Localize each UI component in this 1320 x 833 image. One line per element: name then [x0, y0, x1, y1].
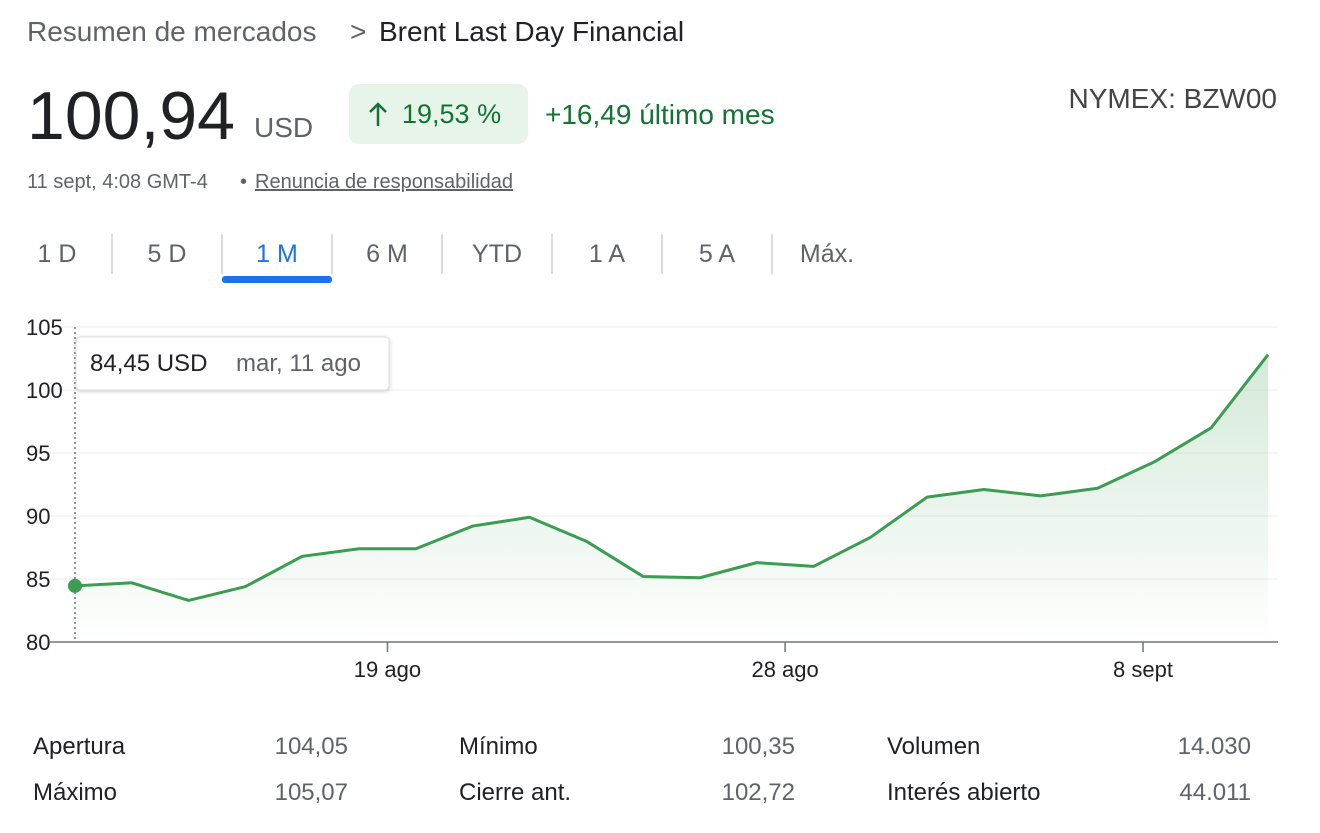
- range-tab[interactable]: 1 D: [38, 240, 77, 268]
- change-percent: 19,53 %: [402, 99, 501, 129]
- hover-point: [68, 578, 82, 593]
- y-tick-label: 80: [26, 630, 50, 655]
- timestamp: 11 sept, 4:08 GMT-4: [27, 171, 208, 193]
- y-tick-label: 105: [26, 315, 63, 340]
- range-tab[interactable]: 5 D: [148, 240, 187, 268]
- chart: 80 85 90 95 100 105 19 ago 28 ago 8 sept 84,45 US…: [26, 315, 1278, 682]
- breadcrumb[interactable]: Resumen de mercados: [27, 16, 316, 47]
- disclaimer-link[interactable]: Renuncia de responsabilidad: [255, 171, 513, 193]
- change-pill: [349, 84, 528, 144]
- stat-value: 102,72: [722, 779, 795, 806]
- y-tick-label: 95: [26, 441, 50, 466]
- breadcrumb-separator: >: [350, 16, 366, 47]
- area-fill: [75, 354, 1268, 642]
- y-tick-label: 100: [26, 378, 63, 403]
- y-tick-label: 85: [26, 567, 50, 592]
- range-tab[interactable]: Máx.: [800, 240, 854, 268]
- currency: USD: [254, 112, 313, 143]
- stat-label: Máximo: [33, 779, 117, 806]
- range-tab[interactable]: 1 M: [256, 240, 298, 268]
- stat-value: 105,07: [275, 779, 348, 806]
- range-tab[interactable]: 1 A: [589, 240, 625, 268]
- stat-value: 100,35: [722, 733, 795, 760]
- range-tab[interactable]: YTD: [472, 240, 522, 268]
- range-tab[interactable]: 6 M: [366, 240, 408, 268]
- tab-underline: [222, 276, 332, 283]
- price: 100,94: [27, 78, 235, 154]
- stat-label: Cierre ant.: [459, 779, 571, 806]
- stat-label: Volumen: [887, 733, 980, 760]
- page-title: Brent Last Day Financial: [379, 16, 684, 47]
- x-tick-label: 8 sept: [1113, 657, 1173, 682]
- range-tabs: 1 D 5 D 1 M 6 M YTD 1 A 5 A Máx.: [38, 234, 854, 283]
- up-arrow: [369, 102, 387, 126]
- y-tick-label: 90: [26, 504, 50, 529]
- stat-label: Interés abierto: [887, 779, 1040, 806]
- stat-label: Mínimo: [459, 733, 538, 760]
- stat-value: 14.030: [1178, 733, 1251, 760]
- range-tab[interactable]: 5 A: [699, 240, 735, 268]
- price-line: [74, 353, 1270, 602]
- month-change: +16,49 último mes: [545, 99, 775, 130]
- x-tick-label: 28 ago: [751, 657, 818, 682]
- stats-table: Apertura 104,05 Mínimo 100,35 Volumen 14.030 M…: [33, 733, 1251, 806]
- stat-value: 104,05: [275, 733, 348, 760]
- tooltip-value: 84,45 USD: [90, 350, 207, 377]
- x-tick-label: 19 ago: [354, 657, 421, 682]
- stat-label: Apertura: [33, 733, 126, 760]
- bullet: •: [240, 171, 247, 193]
- tooltip-date: mar, 11 ago: [236, 350, 361, 377]
- stat-value: 44.011: [1179, 779, 1251, 806]
- tooltip-box: [75, 336, 390, 391]
- exchange-symbol: NYMEX: BZW00: [1069, 83, 1277, 114]
